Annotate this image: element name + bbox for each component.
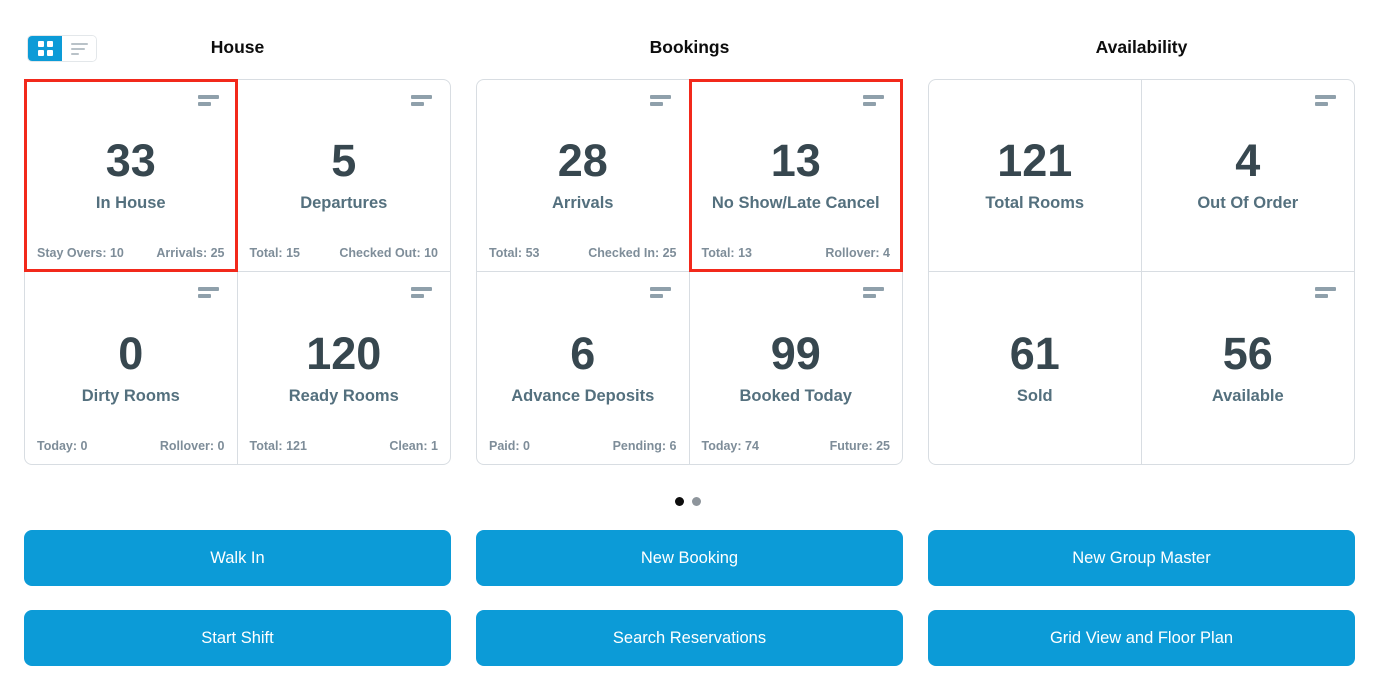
stat-right: Arrivals: 25 <box>156 246 225 260</box>
card-out-of-order[interactable]: 4 Out Of Order <box>1141 80 1354 272</box>
menu-bars-icon[interactable] <box>649 95 671 106</box>
stat-left: Total: 15 <box>249 246 300 260</box>
menu-bars-icon[interactable] <box>197 287 219 298</box>
card-in-house[interactable]: 33 In House Stay Overs: 10 Arrivals: 25 <box>24 79 238 272</box>
walk-in-button[interactable]: Walk In <box>24 530 451 586</box>
section-title-house: House <box>210 37 265 57</box>
panel-availability: 121 Total Rooms 4 Out Of Order 61 Sold 56 Avail… <box>928 79 1355 465</box>
view-toggle <box>27 35 97 62</box>
card-advance-deposits[interactable]: 6 Advance Deposits Paid: 0 Pending: 6 <box>477 272 690 464</box>
card-stats: Paid: 0 Pending: 6 <box>477 428 689 464</box>
section-title-availability: Availability <box>1095 37 1188 57</box>
card-stats: Stay Overs: 10 Arrivals: 25 <box>25 235 237 271</box>
card-available[interactable]: 56 Available <box>1142 272 1355 464</box>
search-reservations-button[interactable]: Search Reservations <box>476 610 903 666</box>
card-stats: Today: 0 Rollover: 0 <box>25 428 237 464</box>
card-dirty-rooms[interactable]: 0 Dirty Rooms Today: 0 Rollover: 0 <box>25 272 238 464</box>
section-headers: House Bookings Availability <box>24 37 1355 58</box>
list-view-icon <box>70 42 88 55</box>
card-arrivals[interactable]: 28 Arrivals Total: 53 Checked In: 25 <box>477 80 690 272</box>
card-value: 33 <box>105 135 156 186</box>
card-label: Out Of Order <box>1197 194 1299 212</box>
menu-bars-icon[interactable] <box>411 95 432 106</box>
stat-right: Rollover: 4 <box>825 246 890 260</box>
card-value: 56 <box>1222 327 1273 379</box>
stat-left: Today: 0 <box>37 439 88 453</box>
carousel-dot-2[interactable] <box>691 497 701 506</box>
menu-bars-icon[interactable] <box>1315 95 1336 106</box>
new-group-master-button[interactable]: New Group Master <box>928 530 1355 586</box>
panel-bookings: 28 Arrivals Total: 53 Checked In: 25 13 No Sh… <box>476 79 903 465</box>
panel-house: 33 In House Stay Overs: 10 Arrivals: 25 5 Dep… <box>24 79 451 465</box>
card-ready-rooms[interactable]: 120 Ready Rooms Total: 121 Clean: 1 <box>238 272 451 464</box>
card-label: Sold <box>1016 386 1053 405</box>
stat-right: Future: 25 <box>829 439 890 453</box>
card-value: 28 <box>557 135 608 186</box>
card-label: Dirty Rooms <box>81 386 180 405</box>
card-departures[interactable]: 5 Departures Total: 15 Checked Out: 10 <box>237 80 451 272</box>
menu-bars-icon[interactable] <box>411 287 432 298</box>
carousel-dot-1[interactable] <box>674 497 684 506</box>
grid-view-button[interactable] <box>28 36 62 61</box>
card-label: Ready Rooms <box>288 386 399 405</box>
stat-left: Total: 53 <box>489 246 540 260</box>
menu-bars-icon[interactable] <box>1315 287 1336 298</box>
card-value: 5 <box>331 135 357 186</box>
card-stats: Total: 53 Checked In: 25 <box>477 235 689 271</box>
menu-bars-icon[interactable] <box>197 95 219 106</box>
menu-bars-icon[interactable] <box>863 95 884 106</box>
stat-left: Paid: 0 <box>489 439 530 453</box>
grid-view-and-floor-plan-button[interactable]: Grid View and Floor Plan <box>928 610 1355 666</box>
menu-bars-icon[interactable] <box>649 287 671 298</box>
stat-right: Checked Out: 10 <box>339 246 438 260</box>
stat-panels: 33 In House Stay Overs: 10 Arrivals: 25 5 Dep… <box>24 79 1355 465</box>
new-booking-button[interactable]: New Booking <box>476 530 903 586</box>
action-buttons: Walk In New Booking New Group Master Start … <box>24 530 1355 666</box>
grid-view-icon <box>37 41 53 56</box>
list-view-button[interactable] <box>62 36 96 61</box>
card-value: 4 <box>1235 135 1261 186</box>
menu-bars-icon[interactable] <box>863 287 884 298</box>
section-title-bookings: Bookings <box>649 37 730 57</box>
stat-right: Checked In: 25 <box>588 246 677 260</box>
card-value: 99 <box>770 327 821 379</box>
card-value: 6 <box>570 327 596 379</box>
stat-left: Total: 121 <box>249 439 307 453</box>
stat-left: Total: 13 <box>701 246 752 260</box>
card-label: Arrivals <box>552 194 614 212</box>
carousel-pagination <box>0 497 1375 506</box>
card-value: 121 <box>997 135 1073 186</box>
stat-left: Stay Overs: 10 <box>37 246 124 260</box>
card-stats: Today: 74 Future: 25 <box>690 428 903 464</box>
card-label: No Show/Late Cancel <box>711 194 880 212</box>
card-stats: Total: 13 Rollover: 4 <box>690 235 903 271</box>
card-sold[interactable]: 61 Sold <box>929 272 1142 464</box>
stat-left: Today: 74 <box>701 439 759 453</box>
card-stats: Total: 121 Clean: 1 <box>238 428 451 464</box>
card-label: In House <box>95 194 166 212</box>
start-shift-button[interactable]: Start Shift <box>24 610 451 666</box>
card-label: Departures <box>300 194 388 212</box>
card-label: Total Rooms <box>985 194 1085 212</box>
card-value: 13 <box>770 135 821 186</box>
card-no-show-late-cancel[interactable]: 13 No Show/Late Cancel Total: 13 Rollover: … <box>688 79 903 272</box>
stat-right: Clean: 1 <box>389 439 438 453</box>
card-booked-today[interactable]: 99 Booked Today Today: 74 Future: 25 <box>690 272 903 464</box>
card-value: 61 <box>1009 327 1060 379</box>
card-value: 0 <box>118 327 144 379</box>
stat-right: Rollover: 0 <box>159 439 225 453</box>
stat-right: Pending: 6 <box>612 439 677 453</box>
card-stats: Total: 15 Checked Out: 10 <box>238 235 451 271</box>
card-label: Available <box>1211 386 1284 405</box>
card-value: 120 <box>306 327 382 379</box>
card-total-rooms[interactable]: 121 Total Rooms <box>929 80 1142 272</box>
card-label: Advance Deposits <box>511 386 655 405</box>
card-label: Booked Today <box>739 386 852 405</box>
